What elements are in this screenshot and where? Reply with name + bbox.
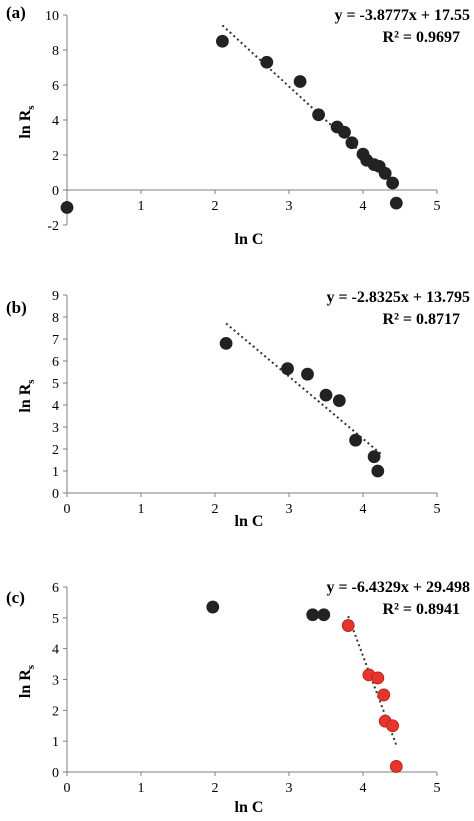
- x-tick-label: 0: [64, 781, 71, 796]
- x-tick-label: 4: [360, 502, 367, 517]
- y-axis-title: ln Rs: [17, 664, 37, 698]
- data-point: [367, 450, 381, 464]
- panel-label: (c): [6, 588, 25, 607]
- x-tick-label: 1: [138, 502, 145, 517]
- x-axis-title: ln C: [235, 231, 264, 248]
- y-tick-label: 6: [52, 79, 59, 94]
- panel-label: (b): [6, 298, 27, 317]
- x-tick-label: 3: [286, 502, 293, 517]
- data-point: [377, 688, 391, 702]
- y-tick-label: 6: [52, 581, 59, 596]
- x-tick-label: 1: [138, 781, 145, 796]
- data-point: [312, 108, 326, 122]
- x-tick-label: 2: [212, 502, 219, 517]
- panel-label: (a): [6, 3, 26, 22]
- y-tick-label: 1: [52, 735, 59, 750]
- data-point: [389, 760, 403, 773]
- trendline-equation: y = -2.8325x + 13.795: [326, 289, 470, 306]
- r-squared-label: R² = 0.9697: [383, 29, 460, 46]
- y-tick-label: 2: [52, 704, 59, 719]
- x-tick-label: 5: [434, 502, 441, 517]
- y-tick-label: 4: [52, 114, 59, 129]
- data-point: [206, 600, 220, 614]
- data-point: [281, 362, 294, 376]
- y-tick-label: 9: [52, 289, 59, 304]
- data-point: [332, 394, 346, 408]
- data-point: [386, 176, 400, 190]
- y-tick-label: 8: [52, 44, 59, 59]
- data-point: [219, 336, 233, 350]
- y-tick-label: 0: [52, 184, 59, 199]
- y-tick-label: 8: [52, 311, 59, 326]
- r-squared-label: R² = 0.8717: [383, 311, 460, 328]
- trendline-equation: y = -3.8777x + 17.55: [334, 7, 470, 24]
- data-point: [386, 719, 400, 733]
- y-axis-title: ln Rs: [17, 379, 37, 413]
- data-point: [389, 196, 403, 210]
- x-axis-title: ln C: [235, 799, 264, 816]
- chart-panel-2: 0 1 2 3 4 5 6 7 8 9 0 1 2 3 4 5 (b) ln C ln Rs y = -2.8325x…: [6, 289, 470, 530]
- y-tick-label: 3: [52, 674, 59, 689]
- data-point: [306, 608, 320, 622]
- data-point: [60, 201, 74, 214]
- y-tick-label: 0: [52, 487, 59, 502]
- trendline-equation: y = -6.4329x + 29.498: [326, 579, 470, 596]
- data-point: [345, 136, 359, 150]
- y-tick-label: 2: [52, 443, 59, 458]
- data-point: [293, 75, 307, 88]
- chart-panel-1: -20246810012345(a)ln Cln Rsy = -3.8777x …: [6, 3, 470, 248]
- data-point: [371, 671, 385, 685]
- data-point: [301, 367, 314, 381]
- y-tick-label: 1: [52, 465, 59, 480]
- y-tick-label: 0: [52, 766, 59, 781]
- x-tick-label: 2: [212, 199, 219, 214]
- y-tick-label: 2: [52, 149, 59, 164]
- x-tick-label: 4: [360, 781, 367, 796]
- data-point: [215, 34, 229, 48]
- data-point: [260, 55, 274, 69]
- chart-panel-3: 0 1 2 3 4 5 6 0 1 2 3 4 5 (c) ln C ln Rs y = -6.4329x + …: [6, 579, 470, 816]
- data-point: [338, 125, 351, 139]
- x-tick-label: 5: [434, 781, 441, 796]
- x-tick-label: 0: [64, 502, 71, 517]
- data-point: [349, 433, 363, 447]
- data-point: [378, 166, 392, 180]
- y-tick-label: 4: [52, 399, 59, 414]
- y-tick-label: 3: [52, 421, 59, 436]
- x-tick-label: 1: [138, 199, 145, 214]
- y-tick-label: 5: [52, 377, 59, 392]
- y-axis-title: ln Rs: [17, 105, 37, 139]
- data-point: [319, 388, 333, 402]
- x-tick-label: 2: [212, 781, 219, 796]
- trendline: [225, 322, 383, 456]
- y-tick-label: 7: [52, 333, 59, 348]
- x-tick-label: 3: [286, 781, 293, 796]
- r-squared-label: R² = 0.8941: [383, 601, 460, 618]
- y-tick-label: 10: [45, 9, 59, 24]
- data-point: [317, 608, 331, 622]
- x-axis-title: ln C: [235, 513, 264, 530]
- x-tick-label: 4: [360, 199, 367, 214]
- y-tick-label: 5: [52, 612, 59, 627]
- y-tick-label: 6: [52, 355, 59, 370]
- y-tick-label: 4: [52, 643, 59, 658]
- x-tick-label: 5: [434, 199, 441, 214]
- data-point: [341, 619, 355, 632]
- y-tick-label: -2: [47, 219, 59, 234]
- x-tick-label: 3: [286, 199, 293, 214]
- data-point: [371, 464, 385, 478]
